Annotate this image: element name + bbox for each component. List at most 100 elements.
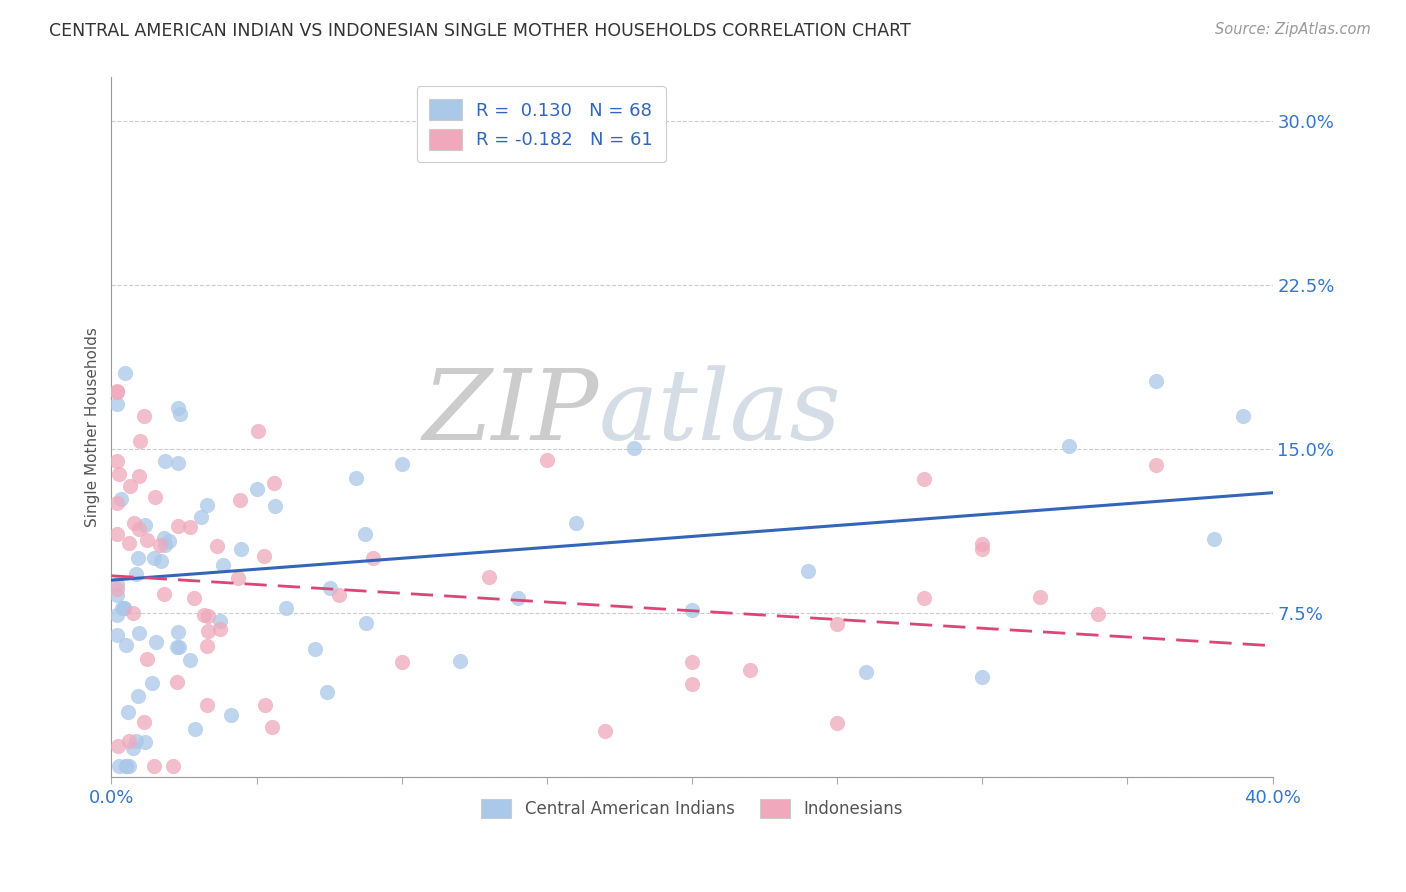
Point: [128, 469, 150, 483]
Point: [105, 384, 128, 398]
Point: [1144, 458, 1167, 473]
Point: [150, 554, 173, 568]
Point: [212, 558, 235, 572]
Text: ZIP: ZIP: [423, 366, 599, 461]
Point: [1029, 590, 1052, 604]
Point: [565, 516, 588, 531]
Point: [105, 454, 128, 468]
Point: [263, 499, 285, 513]
Point: [122, 606, 145, 620]
Point: [361, 551, 384, 566]
Point: [134, 409, 156, 423]
Point: [128, 626, 150, 640]
Point: [253, 549, 276, 563]
Point: [167, 625, 190, 640]
Point: [536, 453, 558, 467]
Point: [681, 655, 703, 669]
Point: [972, 670, 994, 684]
Y-axis label: Single Mother Households: Single Mother Households: [86, 327, 100, 527]
Point: [912, 591, 935, 605]
Point: [155, 537, 177, 551]
Point: [166, 674, 188, 689]
Point: [143, 490, 166, 504]
Point: [115, 759, 138, 773]
Point: [120, 478, 142, 492]
Point: [193, 608, 215, 623]
Point: [304, 642, 326, 657]
Point: [229, 493, 252, 508]
Point: [132, 714, 155, 729]
Point: [145, 635, 167, 649]
Point: [169, 640, 191, 655]
Text: CENTRAL AMERICAN INDIAN VS INDONESIAN SINGLE MOTHER HOUSEHOLDS CORRELATION CHART: CENTRAL AMERICAN INDIAN VS INDONESIAN SI…: [49, 22, 911, 40]
Point: [162, 759, 184, 773]
Point: [125, 566, 148, 581]
Point: [221, 707, 243, 722]
Point: [128, 434, 150, 449]
Point: [316, 685, 339, 699]
Point: [1144, 374, 1167, 388]
Point: [209, 622, 232, 636]
Point: [107, 467, 129, 481]
Point: [449, 654, 471, 668]
Point: [1087, 607, 1109, 622]
Point: [260, 720, 283, 734]
Point: [105, 576, 128, 591]
Point: [825, 715, 848, 730]
Point: [142, 551, 165, 566]
Point: [195, 698, 218, 712]
Point: [738, 663, 761, 677]
Point: [205, 539, 228, 553]
Point: [229, 542, 252, 557]
Point: [391, 656, 413, 670]
Point: [115, 759, 138, 773]
Text: Source: ZipAtlas.com: Source: ZipAtlas.com: [1215, 22, 1371, 37]
Point: [263, 476, 285, 491]
Point: [134, 735, 156, 749]
Point: [855, 665, 877, 680]
Point: [111, 600, 134, 615]
Point: [825, 616, 848, 631]
Point: [127, 550, 149, 565]
Point: [195, 639, 218, 653]
Point: [105, 397, 128, 411]
Point: [122, 741, 145, 756]
Point: [118, 734, 141, 748]
Point: [319, 581, 342, 595]
Point: [1204, 532, 1226, 546]
Point: [593, 724, 616, 739]
Point: [246, 424, 269, 438]
Point: [506, 591, 529, 606]
Point: [128, 522, 150, 536]
Point: [623, 441, 645, 455]
Point: [136, 652, 159, 666]
Point: [114, 366, 136, 380]
Point: [1232, 409, 1254, 424]
Legend: Central American Indians, Indonesians: Central American Indians, Indonesians: [475, 792, 910, 824]
Point: [681, 677, 703, 691]
Point: [246, 482, 269, 496]
Point: [1059, 439, 1081, 453]
Point: [195, 498, 218, 512]
Point: [141, 676, 163, 690]
Point: [107, 739, 129, 754]
Point: [166, 456, 188, 470]
Point: [105, 582, 128, 596]
Point: [110, 491, 132, 506]
Point: [183, 591, 205, 606]
Point: [478, 570, 501, 584]
Point: [169, 407, 191, 421]
Point: [118, 759, 141, 773]
Point: [105, 627, 128, 641]
Point: [134, 517, 156, 532]
Point: [166, 401, 188, 415]
Point: [184, 722, 207, 736]
Point: [226, 571, 249, 585]
Point: [344, 471, 367, 485]
Point: [797, 564, 820, 578]
Point: [115, 638, 138, 652]
Point: [157, 534, 180, 549]
Point: [328, 588, 350, 602]
Point: [354, 527, 377, 541]
Point: [166, 640, 188, 655]
